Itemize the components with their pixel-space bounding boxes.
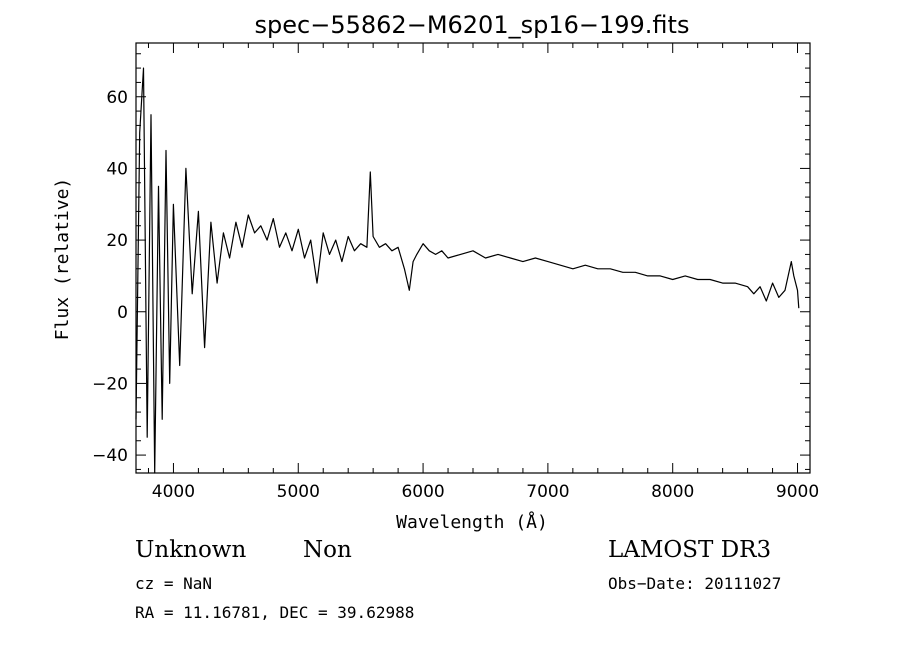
y-tick-label: −20 — [92, 374, 128, 394]
x-axis-title: Wavelength (Å) — [396, 511, 548, 533]
x-tick-label: 8000 — [651, 482, 694, 502]
coordinates-label: RA = 11.16781, DEC = 39.62988 — [135, 603, 415, 622]
x-tick-label: 6000 — [401, 482, 444, 502]
axis-ticks — [136, 43, 810, 473]
y-tick-label: 20 — [106, 231, 128, 251]
x-tick-label: 4000 — [152, 482, 195, 502]
spectrum-line — [135, 67, 800, 474]
tick-labels: 4000 5000 6000 7000 8000 9000 −40 −20 0 20 40 60 — [92, 88, 819, 502]
object-class: Unknown — [135, 537, 247, 563]
redshift-label: cz = NaN — [135, 574, 213, 593]
x-tick-label: 5000 — [277, 482, 320, 502]
y-tick-label: 40 — [106, 159, 128, 179]
y-tick-label: 60 — [106, 88, 128, 108]
object-subclass: Non — [303, 537, 352, 563]
x-tick-label: 7000 — [526, 482, 569, 502]
chart-title: spec−55862−M6201_sp16−199.fits — [255, 11, 690, 39]
plot-frame — [135, 42, 811, 474]
y-tick-label: −40 — [92, 446, 128, 466]
survey-label: LAMOST DR3 — [608, 537, 772, 563]
y-tick-label: 0 — [117, 303, 128, 323]
obs-date-label: Obs−Date: 20111027 — [608, 574, 782, 593]
y-axis-title: Flux (relative) — [52, 178, 73, 341]
x-tick-label: 9000 — [776, 482, 819, 502]
